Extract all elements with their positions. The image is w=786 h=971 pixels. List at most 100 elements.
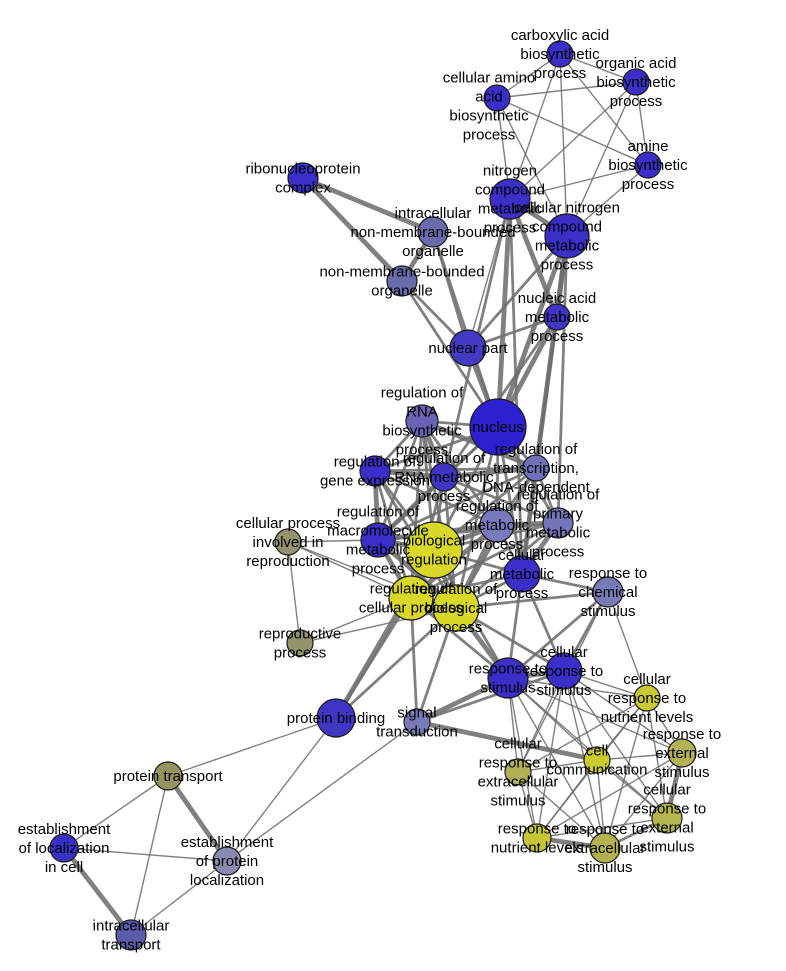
node-non-membrane-bounded-organelle[interactable] [386,265,418,297]
node-cellular-response-to-stimulus[interactable] [545,652,583,690]
node-intracellular-transport[interactable] [115,919,147,951]
edge-regulation-of-rna-metabolic-process--regulation-of-primary-metabolic-process [442,475,560,525]
edge-amine-biosynthetic-process--nitrogen-compound-metabolic-process [509,164,649,200]
node-response-to-extracellular-stimulus[interactable] [589,832,621,864]
node-response-to-external-stimulus[interactable] [667,738,697,768]
node-nuclear-part[interactable] [449,329,487,367]
edge-reproductive-process--regulation-of-biological-process [299,607,457,644]
edge-organic-acid-biosynthetic-process--cellular-amino-acid-biosynthetic-process [496,81,637,99]
edge-cellular-nitrogen-compound-metabolic-process--nuclear-part [466,234,569,350]
edge-protein-transport--establishment-of-protein-localization [165,773,230,864]
node-layer [49,40,697,951]
edge-protein-binding--protein-transport [167,717,337,777]
edge-establishment-of-localization-in-cell--establishment-of-protein-localization [63,847,228,862]
node-establishment-of-protein-localization[interactable] [212,846,242,876]
edge-regulation-of-gene-expression--regulation-of-metabolic-process [373,469,499,527]
edge-cellular-response-to-nutrient-levels--cellular-response-to-extracellular-stimulus [517,697,648,773]
edge-organic-acid-biosynthetic-process--nitrogen-compound-metabolic-process [509,81,637,200]
edge-cellular-response-to-stimulus--signal-transduction [415,669,566,724]
node-protein-binding[interactable] [316,698,356,738]
node-nucleic-acid-metabolic-process[interactable] [543,303,571,331]
node-ribonucleoprotein-complex[interactable] [287,162,319,194]
node-regulation-of-rna-metabolic-process[interactable] [429,462,459,492]
edge-cell-communication--signal-transduction [414,719,600,763]
edge-protein-binding--establishment-of-protein-localization [226,717,337,862]
edge-cellular-amino-acid-biosynthetic-process--amine-biosynthetic-process [496,97,649,166]
node-cell-communication[interactable] [583,746,611,774]
edge-cellular-nitrogen-compound-metabolic-process--nucleus [495,233,570,430]
edge-regulation-of-transcription-dna-dependent--regulation-of-macromolecule-metabolic-process [376,466,538,542]
node-intracellular-non-membrane-bounded-organelle[interactable] [417,216,449,248]
edge-protein-transport--establishment-of-localization-in-cell [63,775,169,849]
node-establishment-of-localization-in-cell[interactable] [49,833,79,863]
edge-ribonucleoprotein-complex--non-membrane-bounded-organelle [300,175,405,284]
edge-cellular-amino-acid-biosynthetic-process--cellular-nitrogen-compound-metabolic-process [496,97,568,237]
edge-cellular-response-to-extracellular-stimulus--response-to-extracellular-stimulus [517,771,606,849]
edge-layer [61,53,685,938]
node-response-to-chemical-stimulus[interactable] [592,576,624,608]
edge-carboxylic-acid-biosynthetic-process--nitrogen-compound-metabolic-process [509,53,561,200]
node-organic-acid-biosynthetic-process[interactable] [622,68,650,96]
node-cellular-response-to-external-stimulus[interactable] [651,802,683,834]
node-amine-biosynthetic-process[interactable] [634,151,662,179]
node-regulation-of-rna-biosynthetic-process[interactable] [405,404,439,438]
node-cellular-amino-acid-biosynthetic-process[interactable] [483,84,511,112]
edge-nucleic-acid-metabolic-process--cellular-metabolic-process [520,315,559,576]
edge-organic-acid-biosynthetic-process--cellular-nitrogen-compound-metabolic-process [566,81,637,237]
node-regulation-of-transcription-dna-dependent[interactable] [522,454,550,482]
edge-cellular-nitrogen-compound-metabolic-process--regulation-of-primary-metabolic-process [556,234,569,525]
node-reproductive-process[interactable] [286,629,314,657]
edge-regulation-of-biological-process--protein-binding [334,606,458,720]
edge-nitrogen-compound-metabolic-process--nucleic-acid-metabolic-process [507,196,560,320]
edge-establishment-of-protein-localization--signal-transduction [226,721,418,862]
edge-ribonucleoprotein-complex--intracellular-non-membrane-bounded-organelle [300,175,436,235]
edge-regulation-of-cellular-process--protein-binding [334,596,413,720]
edge-cellular-response-to-nutrient-levels--response-to-extracellular-stimulus [604,697,648,849]
node-cellular-nitrogen-compound-metabolic-process[interactable] [544,213,590,259]
edge-organic-acid-biosynthetic-process--amine-biosynthetic-process [635,81,649,166]
edge-establishment-of-localization-in-cell--intracellular-transport [61,845,134,938]
edge-response-to-external-stimulus--response-to-nutrient-levels [536,752,683,839]
node-regulation-of-macromolecule-metabolic-process[interactable] [360,522,396,558]
edge-nitrogen-compound-metabolic-process--nucleus [495,196,513,430]
node-regulation-of-gene-expression[interactable] [359,455,391,487]
edge-cell-communication--response-to-nutrient-levels [536,759,598,839]
edge-regulation-of-primary-metabolic-process--regulation-of-cellular-process [409,521,560,600]
edge-non-membrane-bounded-organelle--nucleus [400,279,500,429]
edge-response-to-external-stimulus--response-to-extracellular-stimulus [604,752,683,849]
edge-cellular-response-to-external-stimulus--response-to-nutrient-levels [536,817,668,839]
node-regulation-of-cellular-process[interactable] [388,575,434,621]
node-signal-transduction[interactable] [403,708,431,736]
edge-cellular-response-to-stimulus--response-to-nutrient-levels [536,670,565,839]
node-nucleus[interactable] [469,398,527,456]
edge-regulation-of-biological-process--response-to-chemical-stimulus [454,590,610,610]
node-cellular-process-involved-in-reproduction[interactable] [274,528,302,556]
edge-response-to-stimulus--response-to-nutrient-levels [507,677,538,839]
node-regulation-of-primary-metabolic-process[interactable] [542,507,574,539]
node-cellular-response-to-nutrient-levels[interactable] [633,684,661,712]
label-layer: carboxylic acid biosynthetic processorgani… [18,27,721,954]
edge-regulation-of-rna-biosynthetic-process--regulation-of-macromolecule-metabolic-process [376,419,424,542]
edge-response-to-stimulus--response-to-extracellular-stimulus [507,677,606,849]
node-response-to-nutrient-levels[interactable] [522,823,552,853]
node-carboxylic-acid-biosynthetic-process[interactable] [546,40,574,68]
node-protein-transport[interactable] [153,761,183,791]
edge-cellular-process-involved-in-reproduction--reproductive-process [287,541,301,644]
node-cellular-response-to-extracellular-stimulus[interactable] [504,758,532,786]
edge-carboxylic-acid-biosynthetic-process--cellular-nitrogen-compound-metabolic-process [559,53,568,237]
edge-response-to-chemical-stimulus--response-to-stimulus [506,590,610,680]
node-response-to-stimulus[interactable] [487,657,529,699]
node-cellular-metabolic-process[interactable] [503,555,541,593]
edge-nitrogen-compound-metabolic-process--cellular-metabolic-process [508,197,524,576]
node-regulation-of-metabolic-process[interactable] [479,507,515,543]
node-biological-regulation[interactable] [405,521,463,579]
edge-nucleic-acid-metabolic-process--regulation-of-rna-metabolic-process [442,315,559,479]
edge-response-to-stimulus--cellular-response-to-external-stimulus [507,677,668,819]
edge-establishment-of-protein-localization--intracellular-transport [130,860,228,936]
node-nitrogen-compound-metabolic-process[interactable] [489,178,531,220]
node-regulation-of-biological-process[interactable] [432,584,480,632]
edge-response-to-chemical-stimulus--cellular-response-to-nutrient-levels [607,591,648,699]
edge-carboxylic-acid-biosynthetic-process--amine-biosynthetic-process [559,53,649,166]
